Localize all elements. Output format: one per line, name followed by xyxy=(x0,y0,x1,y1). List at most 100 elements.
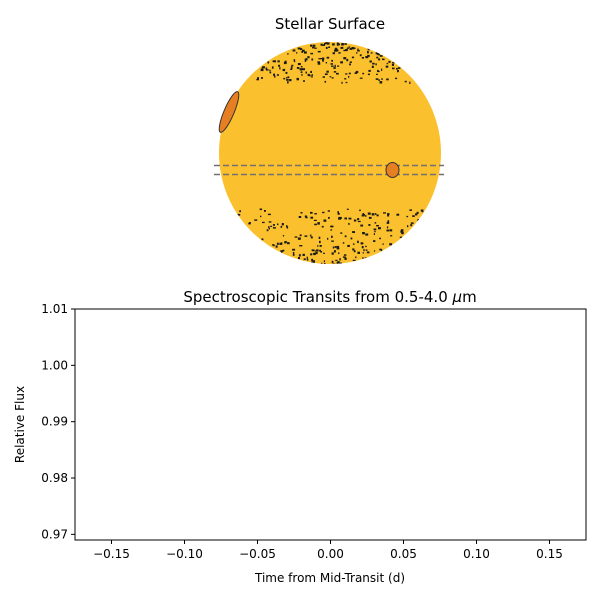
starspot xyxy=(362,72,365,75)
starspot xyxy=(239,210,241,213)
starspot xyxy=(327,210,330,212)
starspot xyxy=(249,222,251,224)
starspot xyxy=(336,247,340,250)
starspot xyxy=(343,49,345,52)
starspot xyxy=(268,228,270,230)
starspot xyxy=(297,63,301,66)
starspot xyxy=(322,76,325,78)
starspot xyxy=(391,63,394,66)
starspot xyxy=(357,220,361,223)
starspot xyxy=(272,244,275,247)
starspot xyxy=(324,80,327,83)
starspot xyxy=(296,52,298,54)
starspot xyxy=(259,208,263,211)
starspot xyxy=(286,77,288,79)
starspot xyxy=(353,219,357,222)
starspot xyxy=(274,75,276,78)
starspot xyxy=(352,259,356,261)
starspot xyxy=(298,254,301,257)
starspot xyxy=(377,52,380,56)
starspot xyxy=(285,71,288,74)
starspot xyxy=(344,235,347,238)
starspot xyxy=(282,68,286,72)
starspot xyxy=(352,243,355,245)
starspot xyxy=(371,213,375,216)
starspot xyxy=(322,211,325,214)
starspot xyxy=(292,248,296,251)
starspot xyxy=(237,213,241,216)
starspot xyxy=(337,213,340,215)
starspot xyxy=(305,216,308,219)
starspot xyxy=(306,256,308,259)
starspot xyxy=(292,254,295,256)
starspot xyxy=(272,227,276,229)
y-tick-label: 1.01 xyxy=(41,302,68,316)
starspot xyxy=(415,213,418,216)
starspot xyxy=(271,66,274,69)
starspot xyxy=(307,73,310,77)
starspot xyxy=(248,222,251,225)
starspot xyxy=(314,223,317,226)
starspot xyxy=(375,52,379,55)
starspot xyxy=(273,60,276,63)
starspot xyxy=(346,47,349,49)
starspot xyxy=(347,244,350,247)
starspot xyxy=(375,78,379,80)
starspot xyxy=(420,209,424,212)
starspot xyxy=(327,237,329,240)
starspot xyxy=(396,68,398,70)
starspot xyxy=(351,56,355,59)
starspot xyxy=(368,224,371,226)
starspot xyxy=(266,69,269,71)
starspot xyxy=(334,263,337,264)
starspot xyxy=(385,65,389,68)
starspot xyxy=(342,242,345,244)
starspot xyxy=(314,250,317,252)
starspot xyxy=(312,46,315,49)
starspot xyxy=(325,62,328,64)
starspot xyxy=(314,213,317,215)
starspot xyxy=(376,56,379,59)
starspot xyxy=(283,61,287,65)
starspot xyxy=(353,250,356,253)
starspot xyxy=(373,228,377,231)
starspot xyxy=(373,250,376,252)
starspot xyxy=(276,74,279,76)
starspot xyxy=(340,232,343,234)
starspot xyxy=(311,74,313,77)
starspot xyxy=(312,44,316,47)
starspot xyxy=(265,67,268,70)
starspot xyxy=(317,61,320,63)
starspot xyxy=(371,65,374,68)
y-tick-label: 0.99 xyxy=(41,415,68,429)
starspot xyxy=(287,81,289,84)
starspot xyxy=(296,77,299,81)
starspot xyxy=(267,213,271,216)
starspot xyxy=(332,52,335,55)
starspot xyxy=(357,251,360,254)
starspot xyxy=(383,212,386,214)
starspot xyxy=(392,61,395,64)
starspot xyxy=(324,73,328,75)
starspot xyxy=(401,231,404,235)
starspot xyxy=(342,42,344,45)
starspot xyxy=(300,48,303,51)
starspot xyxy=(294,60,296,63)
starspot xyxy=(287,53,289,55)
starspot xyxy=(266,229,269,232)
starspot xyxy=(352,248,355,251)
starspot xyxy=(279,67,281,70)
starspot xyxy=(342,256,346,258)
starspot xyxy=(330,229,333,231)
starspot xyxy=(348,75,350,78)
starspot xyxy=(380,249,383,252)
starspot xyxy=(409,81,411,84)
starspot xyxy=(348,217,352,220)
starspot xyxy=(310,216,314,219)
starspot xyxy=(269,69,271,72)
starspot xyxy=(275,245,278,248)
starspot xyxy=(361,57,364,59)
starspot xyxy=(366,251,370,254)
starspot xyxy=(297,47,301,50)
